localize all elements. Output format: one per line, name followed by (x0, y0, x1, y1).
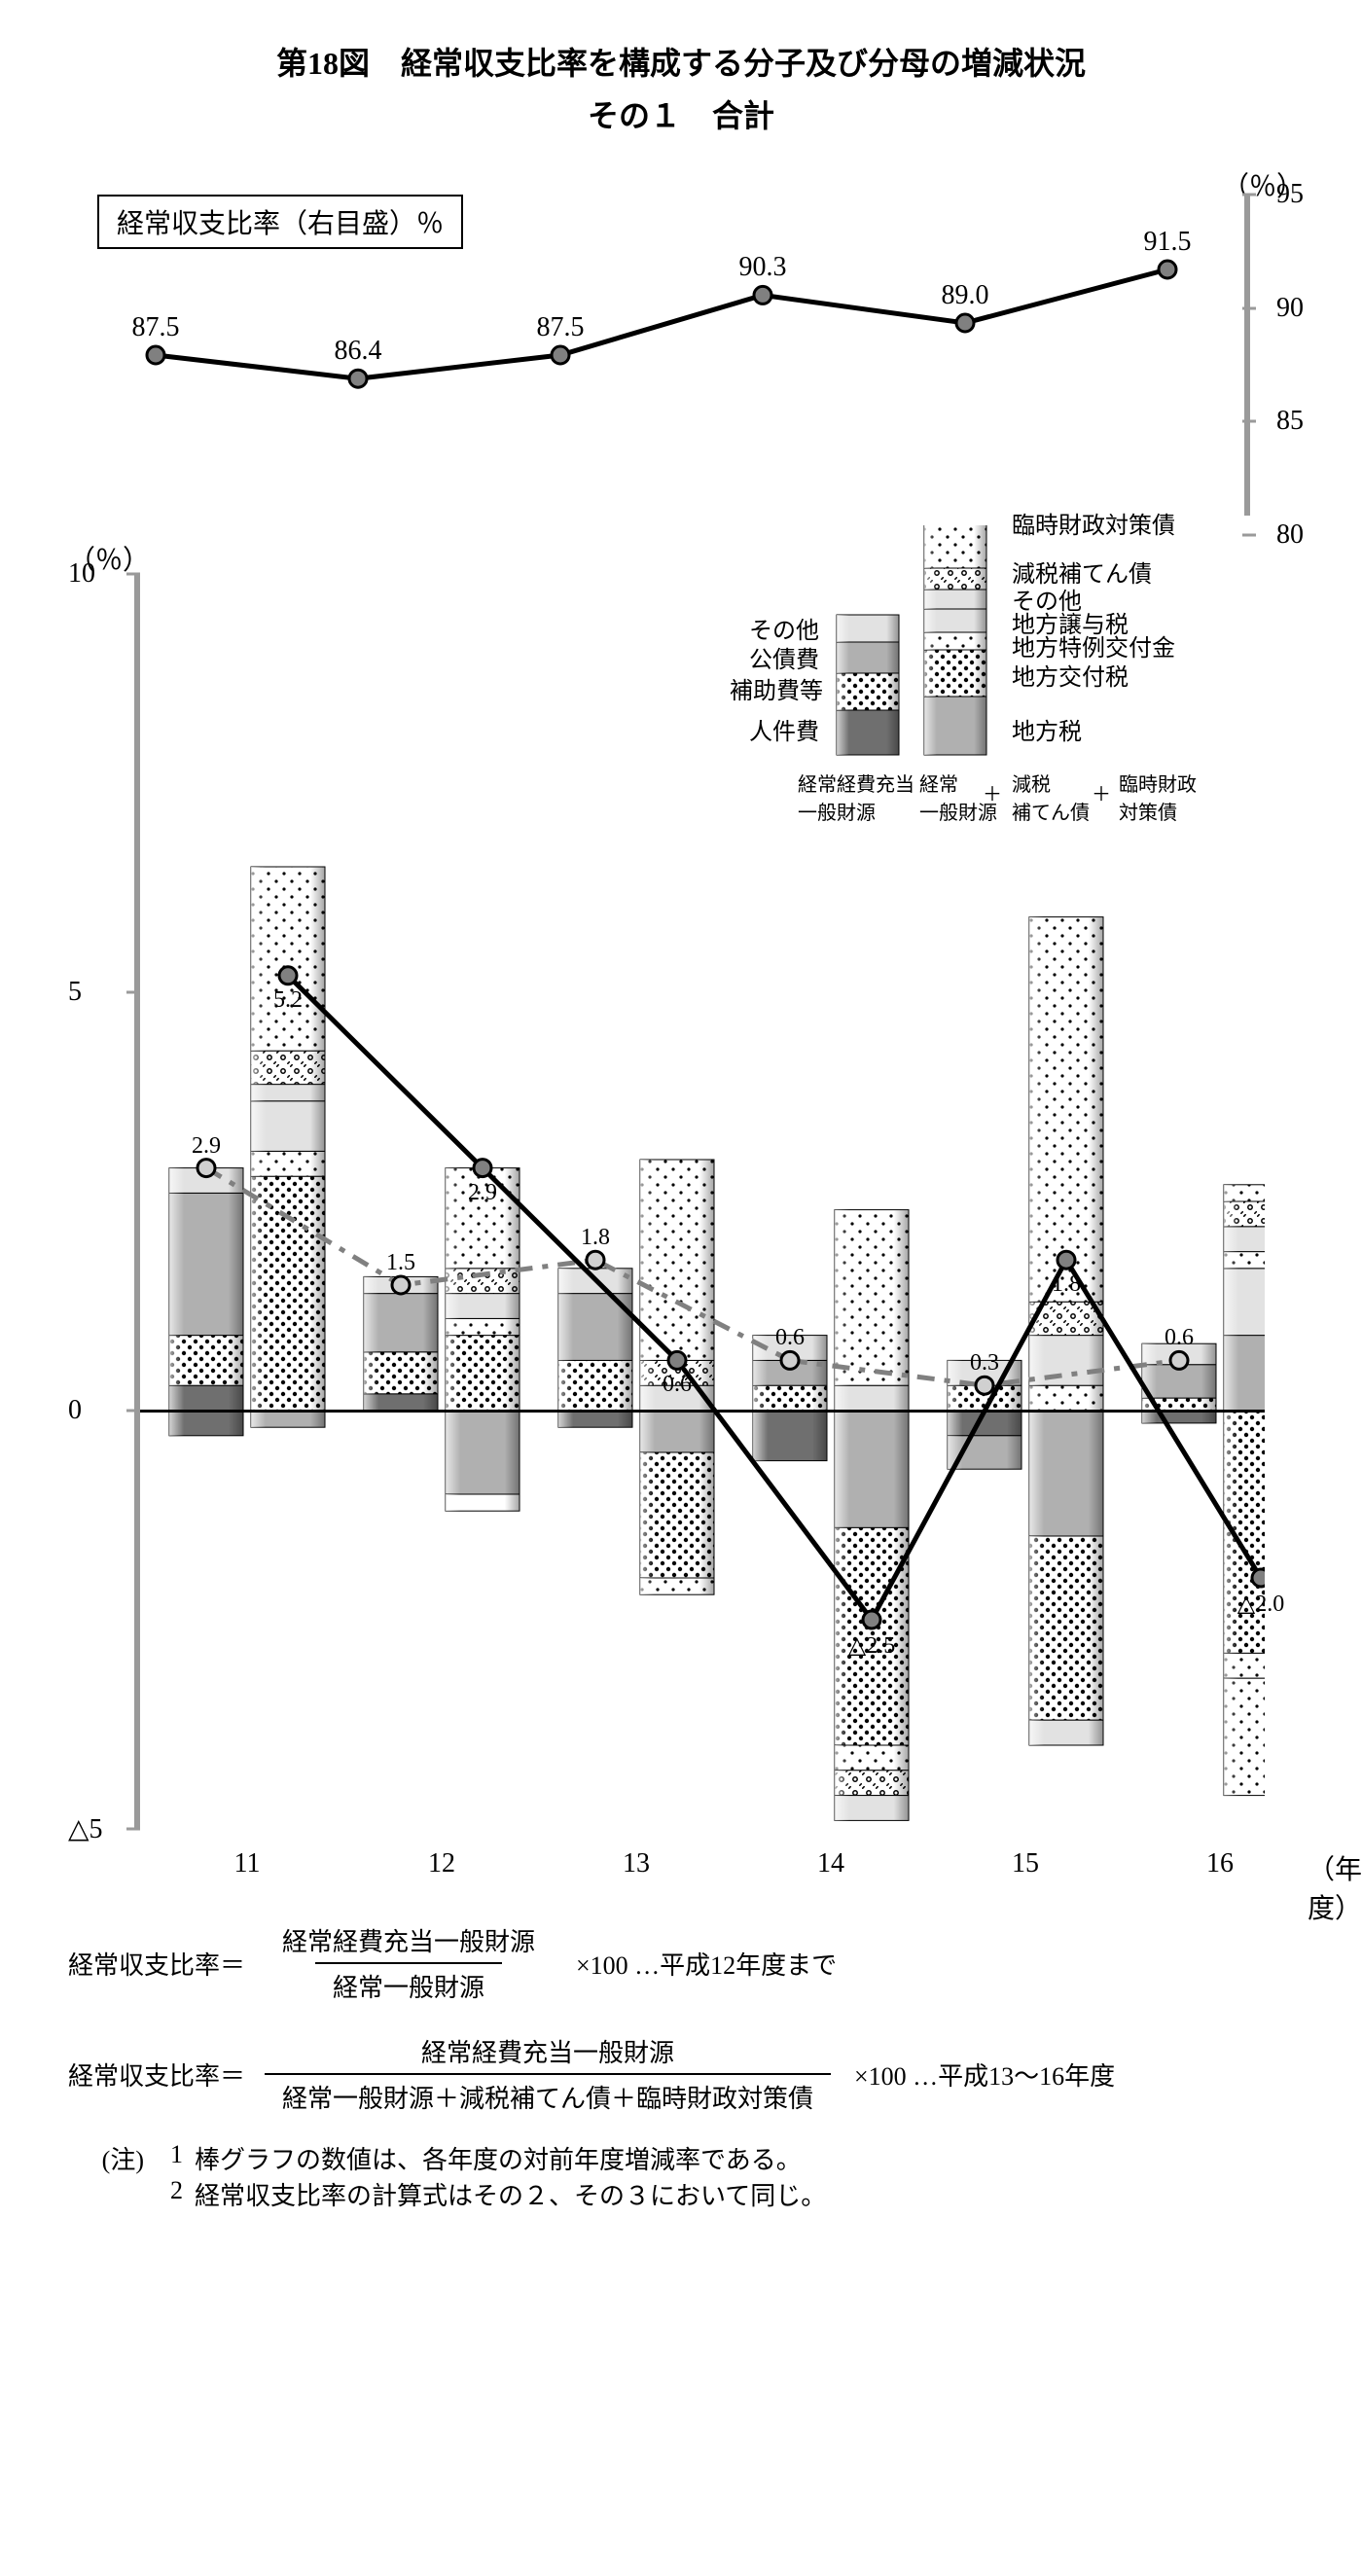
x-tick-label: 11 (234, 1848, 261, 1879)
right-axis: 80859095 (1245, 195, 1304, 535)
ratio-point-label: 87.5 (132, 312, 180, 343)
formula-1: 経常収支比率＝ 経常経費充当一般財源 経常一般財源 ×100 …平成12年度まで (58, 1918, 1304, 2008)
right-tick-label: 95 (1276, 179, 1304, 210)
ratio-point-label: 87.5 (537, 312, 585, 343)
legend-label: 減税補てん債 (1012, 769, 1090, 825)
ratio-line-svg (97, 195, 1226, 516)
ratio-point-label: 90.3 (739, 252, 787, 283)
left-tick-label: 5 (68, 977, 82, 1008)
formula-2-rhs: ×100 …平成13～16年度 (854, 2057, 1115, 2093)
left-tick-mark (126, 1828, 140, 1831)
notes-block: (注) 1 棒グラフの数値は、各年度の対前年度増減率である。 2 経常収支比率の… (58, 2140, 1304, 2212)
legend-label: 地方税 (1012, 712, 1082, 746)
x-axis-labels: 111213141516（年度） (140, 1839, 1265, 1897)
legend-label: 補助費等 (730, 671, 823, 705)
right-axis-line (1244, 195, 1250, 516)
left-tick-mark (126, 573, 140, 576)
x-tick-label: 15 (1012, 1848, 1039, 1879)
right-tick-label: 85 (1276, 406, 1304, 437)
left-axis: △50510 (58, 574, 136, 1829)
left-tick-label: 0 (68, 1395, 82, 1426)
x-tick-label: 13 (623, 1848, 650, 1879)
note-2-num: 2 (156, 2176, 195, 2212)
legend-label: 公債費 (749, 640, 819, 674)
formula-2: 経常収支比率＝ 経常経費充当一般財源 経常一般財源＋減税補てん債＋臨時財政対策債… (58, 2029, 1304, 2119)
x-tick-label: 16 (1206, 1848, 1234, 1879)
stacked-bar-legend: その他公債費補助費等人件費臨時財政対策債減税補てん債その他地方譲与税地方特例交付… (671, 525, 1274, 914)
right-tick-label: 80 (1276, 519, 1304, 551)
legend-label: 経常経費充当一般財源 (798, 769, 914, 825)
chart-title-line1: 第18図 経常収支比率を構成する分子及び分母の増減状況 (58, 39, 1304, 84)
note-1-num: 1 (156, 2140, 195, 2176)
right-tick-mark (1242, 306, 1256, 309)
formula-1-numerator: 経常経費充当一般財源 (265, 1918, 553, 1962)
formula-1-lhs: 経常収支比率＝ (58, 1946, 253, 1982)
notes-head: (注) (58, 2140, 156, 2176)
notes-head-blank (58, 2176, 156, 2212)
right-tick-mark (1242, 420, 1256, 423)
x-axis-suffix: （年度） (1308, 1848, 1362, 1926)
ratio-point-label: 86.4 (335, 336, 382, 367)
right-tick-label: 90 (1276, 293, 1304, 324)
formula-2-denominator: 経常一般財源＋減税補てん債＋臨時財政対策債 (265, 2073, 831, 2119)
legend-label: 人件費 (749, 712, 819, 746)
x-tick-label: 12 (428, 1848, 455, 1879)
note-2-text: 経常収支比率の計算式はその２、その３において同じ。 (195, 2176, 826, 2212)
x-tick-label: 14 (817, 1848, 844, 1879)
formula-1-denominator: 経常一般財源 (315, 1962, 502, 2008)
ratio-line-chart: （％） 経常収支比率（右目盛）％ 80859095 87.586.487.590… (58, 165, 1304, 535)
left-tick-mark (126, 1410, 140, 1413)
left-tick-mark (126, 991, 140, 994)
legend-label: ＋ (1092, 778, 1111, 806)
ratio-point-label: 89.0 (942, 280, 989, 311)
legend-label: 臨時財政対策債 (1119, 769, 1197, 825)
ratio-point-label: 91.5 (1144, 227, 1192, 258)
legend-label: 臨時財政対策債 (1012, 506, 1175, 540)
right-tick-mark (1242, 194, 1256, 197)
formula-1-rhs: ×100 …平成12年度まで (576, 1946, 837, 1982)
chart-title-line2: その１ 合計 (58, 91, 1304, 136)
formula-block: 経常収支比率＝ 経常経費充当一般財源 経常一般財源 ×100 …平成12年度まで… (58, 1918, 1304, 2119)
legend-label: ＋ (983, 778, 1002, 806)
formula-2-lhs: 経常収支比率＝ (58, 2057, 253, 2093)
legend-label: 地方交付税 (1012, 658, 1129, 692)
formula-2-numerator: 経常経費充当一般財源 (404, 2029, 692, 2073)
left-tick-label: △5 (68, 1812, 103, 1845)
left-tick-label: 10 (68, 558, 95, 590)
note-1-text: 棒グラフの数値は、各年度の対前年度増減率である。 (195, 2140, 802, 2176)
